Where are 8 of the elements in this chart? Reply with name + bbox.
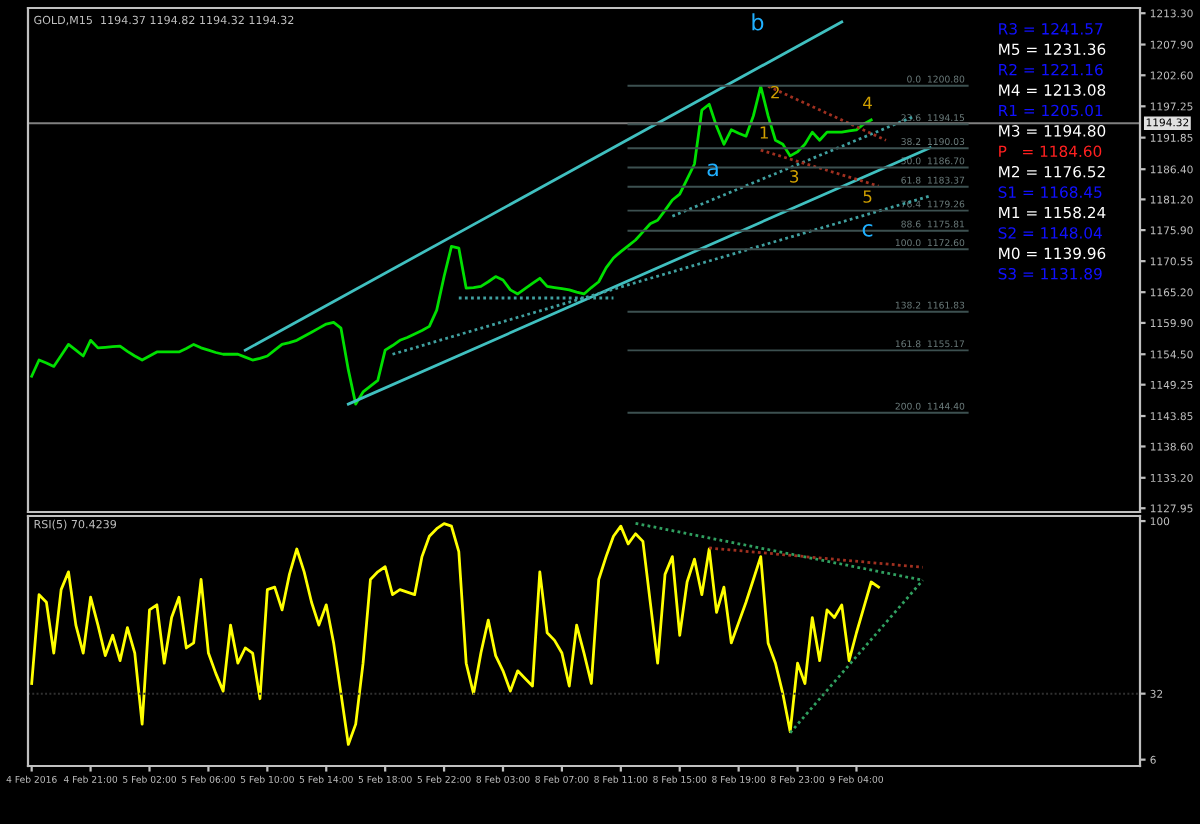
annotation: b — [752, 13, 764, 31]
annotation: 4 — [863, 96, 872, 109]
annotation: c — [862, 223, 873, 237]
annotation: 5 — [863, 190, 872, 203]
annotation: 1 — [760, 126, 768, 139]
annotation: a — [707, 163, 718, 177]
annotation: 3 — [790, 170, 799, 183]
annotation: 2 — [771, 85, 779, 99]
